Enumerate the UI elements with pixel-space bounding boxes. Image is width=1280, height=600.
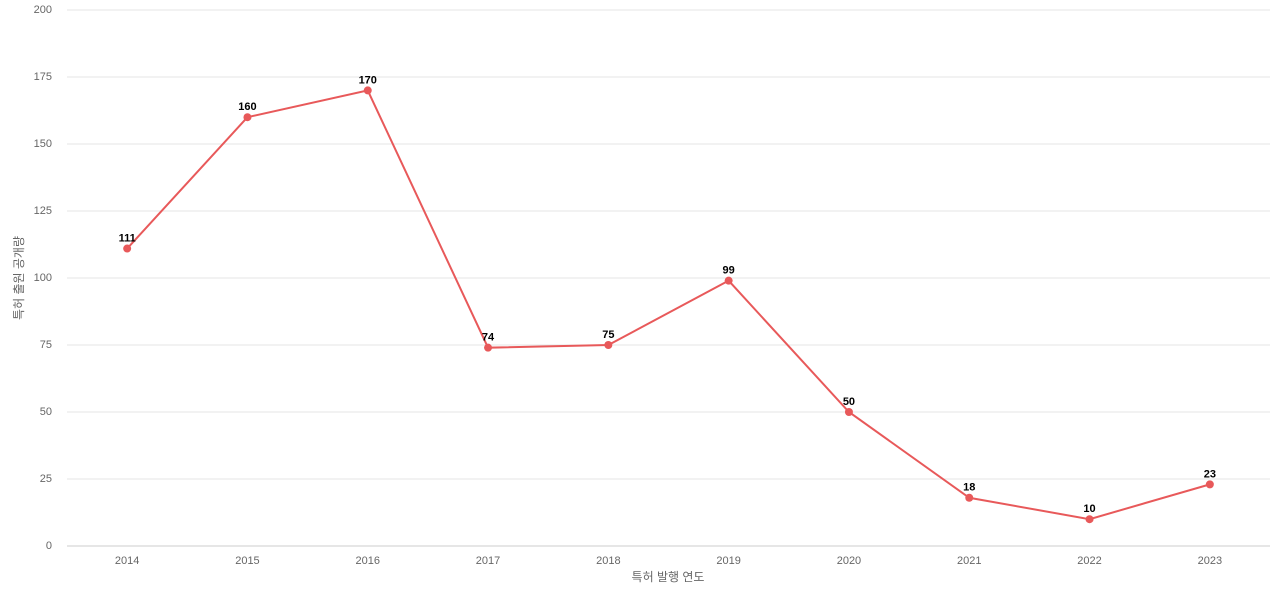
value-label: 10 xyxy=(1083,503,1095,515)
line xyxy=(126,89,1211,521)
point xyxy=(1085,515,1094,524)
y-tick-label: 175 xyxy=(34,71,52,83)
point xyxy=(243,113,252,122)
x-tick-label: 2017 xyxy=(476,555,500,567)
y-tick-label: 25 xyxy=(40,473,52,485)
y-axis-label: 특허 출원 공개량 xyxy=(12,236,26,320)
y-tick-label: 0 xyxy=(46,540,52,552)
value-label: 75 xyxy=(602,329,614,341)
y-tick-label: 50 xyxy=(40,406,52,418)
x-tick-label: 2019 xyxy=(716,555,740,567)
point xyxy=(363,86,372,95)
value-label: 23 xyxy=(1204,468,1216,480)
y-tick-label: 75 xyxy=(40,339,52,351)
point xyxy=(123,244,132,253)
x-axis-label: 특허 발행 연도 xyxy=(632,569,705,584)
point xyxy=(1205,480,1214,489)
x-tick-label: 2014 xyxy=(115,555,139,567)
y-tick-label: 100 xyxy=(34,272,52,284)
value-label: 18 xyxy=(963,482,975,494)
y-tick-label: 150 xyxy=(34,138,52,150)
x-tick-label: 2016 xyxy=(356,555,380,567)
value-label: 111 xyxy=(119,232,136,244)
value-label: 99 xyxy=(723,265,735,277)
value-label: 50 xyxy=(843,396,855,408)
point xyxy=(604,341,613,349)
x-tick-label: 2015 xyxy=(235,555,259,567)
value-label: 160 xyxy=(238,101,256,113)
x-tick-label: 2023 xyxy=(1198,555,1222,567)
point xyxy=(844,408,853,416)
x-tick-label: 2020 xyxy=(837,555,861,567)
x-tick-label: 2022 xyxy=(1077,555,1101,567)
y-tick-label: 200 xyxy=(34,4,52,16)
x-tick-label: 2018 xyxy=(596,555,620,567)
point xyxy=(724,276,733,285)
value-label: 74 xyxy=(482,332,495,344)
x-tick-label: 2021 xyxy=(957,555,981,567)
point xyxy=(965,493,974,502)
value-label: 170 xyxy=(359,74,377,86)
y-tick-label: 125 xyxy=(34,205,52,217)
point xyxy=(484,343,493,352)
